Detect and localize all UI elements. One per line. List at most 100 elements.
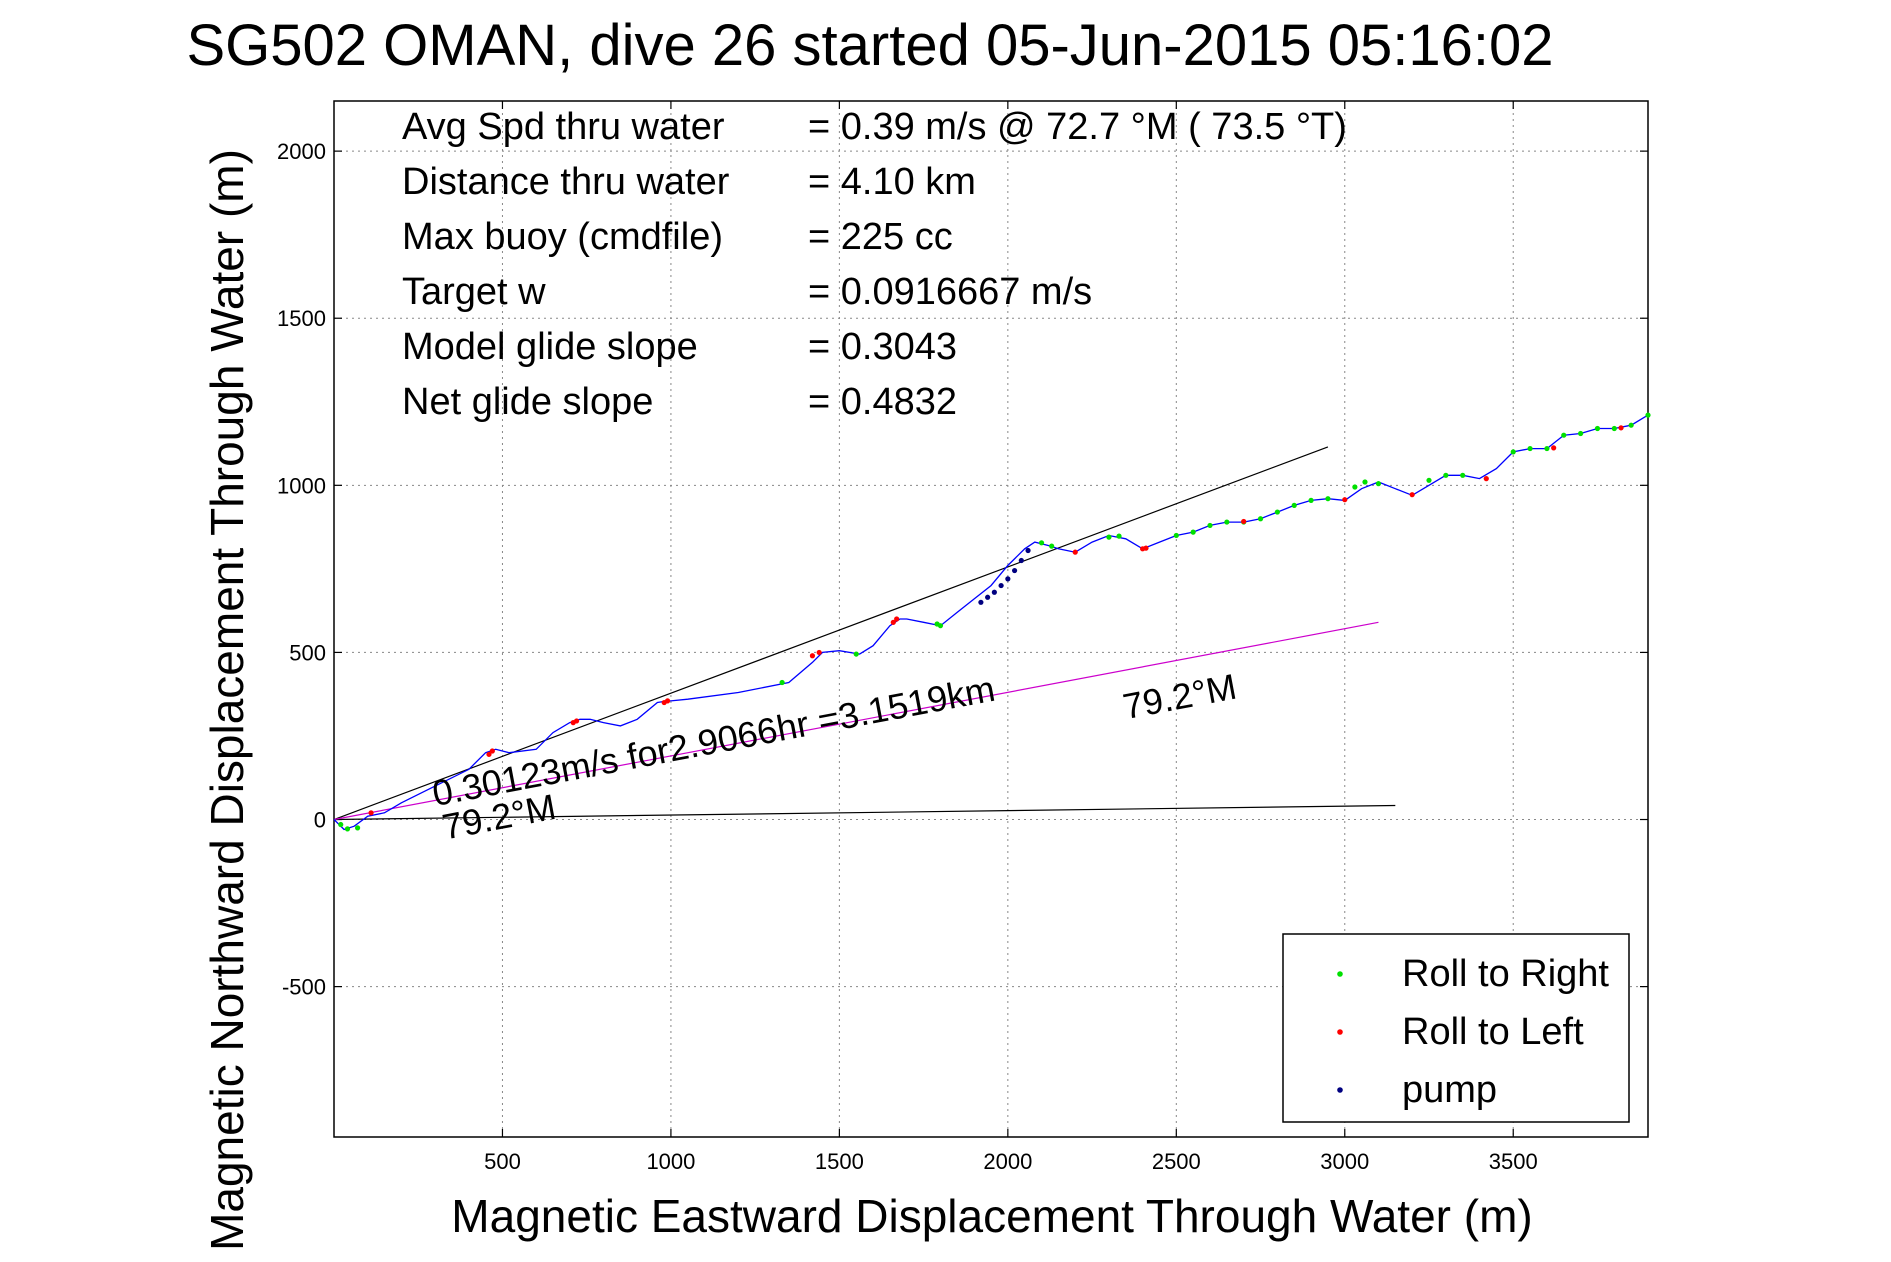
point-2-2: [991, 589, 997, 595]
point-0-12: [1190, 529, 1196, 535]
point-0-4: [853, 651, 859, 657]
point-1-14: [1241, 518, 1247, 525]
ref-line-upper: [333, 446, 1329, 821]
info-label-1: Distance thru water: [402, 161, 730, 203]
point-0-26: [1460, 472, 1466, 478]
legend: Roll to Right Roll to Left pump: [1282, 933, 1630, 1123]
grid: [334, 101, 1648, 1137]
point-0-24: [1426, 477, 1432, 483]
tick-label-y-3: 1000: [277, 473, 326, 498]
point-0-28: [1527, 445, 1533, 452]
chart-title: SG502 OMAN, dive 26 started 05-Jun-2015 …: [186, 13, 1553, 78]
info-value-1: = 4.10 km: [808, 161, 976, 203]
y-axis-label: Magnetic Northward Displacement Through …: [201, 149, 253, 1251]
tick-label-y-0: -500: [282, 975, 326, 1000]
point-1-15: [1342, 497, 1348, 503]
tick-label-y-4: 1500: [277, 306, 326, 331]
legend-label-1: Roll to Left: [1402, 1011, 1584, 1053]
point-0-33: [1611, 425, 1617, 432]
point-0-1: [344, 826, 351, 832]
reference-lines: [333, 446, 1396, 821]
point-0-8: [1049, 543, 1055, 549]
legend-label-2: pump: [1402, 1069, 1497, 1111]
tick-label-x-2: 1500: [815, 1149, 864, 1174]
series-1: [368, 425, 1624, 816]
point-0-21: [1352, 484, 1358, 490]
point-0-0: [338, 821, 344, 828]
point-0-32: [1594, 425, 1601, 432]
info-label-5: Net glide slope: [402, 381, 653, 423]
point-0-2: [354, 825, 361, 831]
point-1-11: [1072, 549, 1078, 555]
plot-frame: [333, 100, 1649, 1138]
point-0-25: [1443, 472, 1449, 478]
tick-label-x-6: 3500: [1489, 1149, 1538, 1174]
point-1-18: [1551, 445, 1557, 451]
ref-line-heading: [333, 621, 1379, 821]
tick-label-x-0: 500: [484, 1149, 521, 1174]
ref-line-bottom: [333, 804, 1396, 821]
legend-label-0: Roll to Right: [1402, 953, 1609, 995]
point-0-29: [1544, 445, 1550, 452]
point-0-22: [1362, 479, 1368, 485]
point-1-8: [816, 649, 822, 656]
series-2: [978, 547, 1031, 605]
info-value-0: = 0.39 m/s @ 72.7 °M ( 73.5 °T): [808, 106, 1347, 148]
legend-marker-1: [1337, 1029, 1343, 1035]
point-0-6: [937, 623, 944, 629]
point-2-5: [1011, 567, 1018, 574]
point-1-2: [489, 748, 495, 754]
info-label-4: Model glide slope: [402, 326, 698, 368]
point-0-18: [1291, 502, 1297, 508]
annotation-2: 79.2°M: [1120, 666, 1240, 728]
legend-marker-0: [1337, 971, 1343, 977]
point-0-10: [1116, 533, 1122, 539]
point-0-11: [1173, 532, 1179, 539]
point-0-17: [1274, 509, 1280, 515]
point-2-4: [1005, 576, 1011, 582]
point-1-19: [1618, 425, 1624, 431]
point-0-3: [779, 679, 785, 686]
info-value-2: = 225 cc: [808, 216, 953, 258]
point-0-13: [1207, 522, 1213, 529]
track-polyline: [333, 414, 1649, 831]
info-label-0: Avg Spd thru water: [402, 106, 725, 148]
point-1-1: [486, 751, 492, 757]
point-1-17: [1483, 476, 1489, 482]
point-0-31: [1578, 430, 1584, 437]
info-label-2: Max buoy (cmdfile): [402, 216, 723, 258]
point-0-14: [1224, 519, 1230, 525]
tick-label-x-4: 2500: [1152, 1149, 1201, 1174]
legend-marker-2: [1337, 1087, 1343, 1093]
point-0-34: [1628, 422, 1634, 428]
track-line: [333, 414, 1649, 831]
tick-label-x-1: 1000: [646, 1149, 695, 1174]
tick-label-y-5: 2000: [277, 139, 326, 164]
point-2-7: [1025, 547, 1031, 554]
point-1-4: [573, 718, 580, 724]
point-0-19: [1308, 497, 1314, 503]
info-value-4: = 0.3043: [808, 326, 957, 368]
point-1-16: [1409, 492, 1415, 498]
tick-label-y-2: 500: [289, 640, 326, 665]
series-0: [338, 412, 1651, 832]
point-0-20: [1325, 496, 1331, 502]
point-0-7: [1038, 540, 1045, 546]
point-0-23: [1375, 481, 1382, 487]
tick-label-x-5: 3000: [1320, 1149, 1369, 1174]
axis-ticks: 500 1000 1500 2000 2500 3000 3500 -500 0 500 1000 1…: [277, 101, 1648, 1174]
info-label-3: Target w: [402, 271, 546, 313]
tick-label-x-3: 2000: [983, 1149, 1032, 1174]
point-1-9: [890, 619, 896, 625]
point-0-35: [1645, 412, 1651, 418]
point-0-9: [1106, 534, 1112, 540]
point-2-0: [978, 599, 984, 605]
data-points: [338, 412, 1651, 832]
point-2-1: [985, 594, 991, 600]
point-1-7: [809, 653, 816, 659]
point-0-30: [1561, 432, 1567, 438]
info-value-5: = 0.4832: [808, 381, 957, 423]
point-1-0: [368, 810, 374, 816]
point-1-6: [664, 698, 671, 704]
